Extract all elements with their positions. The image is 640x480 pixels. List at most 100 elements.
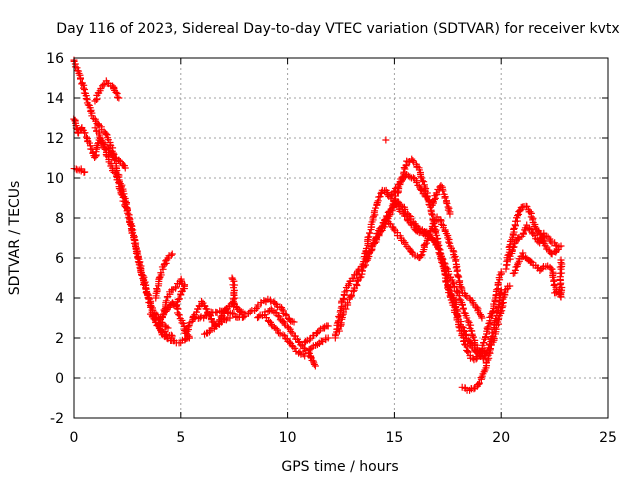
data-point: [483, 324, 491, 332]
data-point: [117, 190, 125, 198]
data-point: [473, 303, 481, 311]
data-point: [175, 311, 183, 319]
data-point: [537, 237, 545, 244]
data-point: [167, 331, 175, 339]
data-point: [437, 182, 445, 190]
data-point: [229, 275, 237, 283]
data-point: [531, 231, 539, 239]
data-point: [441, 270, 449, 278]
data-point: [366, 229, 374, 237]
data-point: [390, 198, 398, 206]
data-point: [285, 324, 293, 332]
y-tick-label: 2: [55, 331, 64, 347]
data-point: [103, 143, 111, 151]
data-point: [430, 236, 438, 244]
data-point: [83, 133, 91, 141]
data-point: [420, 178, 428, 186]
data-point: [125, 213, 133, 221]
data-point: [449, 295, 457, 303]
data-point: [418, 186, 426, 194]
data-point: [439, 187, 447, 195]
data-point: [301, 352, 309, 360]
data-point: [373, 198, 381, 206]
data-point: [437, 255, 445, 263]
data-point: [360, 262, 368, 270]
x-tick-label: 10: [279, 430, 297, 446]
data-point: [552, 241, 560, 249]
y-tick-label: -2: [50, 411, 64, 427]
data-point: [477, 374, 485, 382]
x-tick-label: 25: [599, 430, 617, 446]
data-point: [417, 172, 425, 180]
data-point: [352, 280, 360, 288]
data-point: [278, 305, 286, 313]
data-point: [110, 168, 118, 176]
data-point: [348, 291, 356, 299]
data-point: [475, 380, 483, 388]
data-point: [228, 274, 236, 282]
data-point: [98, 82, 106, 90]
data-point: [91, 124, 99, 132]
data-point: [538, 233, 546, 241]
data-point: [487, 336, 495, 344]
data-point: [534, 238, 542, 246]
data-point: [205, 328, 213, 336]
y-tick-label: 0: [55, 371, 64, 387]
data-point: [198, 297, 206, 305]
data-point: [344, 299, 352, 307]
data-point: [226, 314, 234, 322]
data-point: [246, 308, 254, 316]
y-tick-label: 16: [46, 51, 64, 67]
data-point: [290, 318, 298, 326]
data-point: [445, 238, 453, 246]
axis-ticks: [73, 57, 609, 419]
data-point: [445, 286, 453, 294]
data-point: [77, 75, 85, 83]
data-point: [338, 311, 346, 319]
data-point: [306, 336, 314, 344]
data-point: [510, 225, 518, 233]
data-point: [417, 252, 425, 260]
data-point: [112, 88, 120, 96]
data-point: [285, 338, 293, 346]
data-point: [96, 133, 104, 141]
data-point: [275, 313, 283, 321]
y-tick-label: 4: [55, 291, 64, 307]
data-point: [458, 301, 466, 309]
data-point: [414, 181, 422, 189]
data-point: [370, 212, 378, 220]
data-point: [529, 230, 537, 238]
data-point: [82, 95, 90, 103]
data-point: [492, 315, 500, 323]
x-tick-label: 20: [492, 430, 510, 446]
data-point: [377, 224, 385, 232]
data-point: [525, 225, 533, 233]
data-point: [349, 287, 357, 295]
data-point: [193, 308, 201, 316]
data-point: [402, 212, 410, 220]
data-point: [443, 278, 451, 286]
data-point: [162, 307, 170, 315]
data-point: [399, 237, 407, 245]
data-point: [310, 360, 318, 368]
x-tick-label: 0: [70, 430, 79, 446]
data-point: [527, 257, 535, 265]
data-point: [311, 362, 319, 370]
data-point: [114, 93, 122, 101]
data-point: [203, 305, 211, 313]
data-point: [421, 240, 429, 248]
data-point: [272, 324, 280, 332]
data-point: [418, 177, 426, 185]
data-point: [462, 291, 470, 299]
data-point: [463, 314, 471, 322]
data-point: [455, 295, 463, 303]
data-point: [130, 232, 138, 240]
data-point: [526, 208, 534, 216]
data-point: [418, 251, 426, 259]
data-point: [455, 273, 463, 281]
data-point: [368, 243, 376, 251]
data-point: [71, 63, 79, 71]
data-point: [184, 323, 192, 331]
grid-lines: [74, 58, 608, 418]
